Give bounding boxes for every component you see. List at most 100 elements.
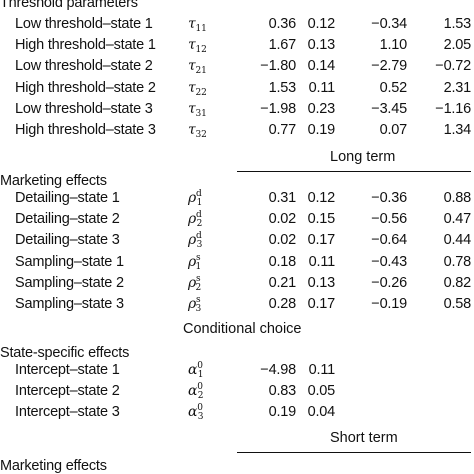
cell-value: −0.56 — [371, 211, 407, 228]
cell-value: 0.02 — [268, 211, 297, 228]
row-label: Low threshold–state 2 — [15, 58, 153, 75]
cell-value: 0.17 — [307, 232, 336, 249]
cell-value: 1.34 — [443, 122, 472, 138]
symbol-subscript: 11 — [195, 24, 207, 34]
symbol-subscript: 2 — [196, 219, 203, 230]
cell-value: 0.36 — [268, 16, 297, 32]
conditional-heading: Conditional choice — [0, 318, 474, 341]
cell-value: 0.13 — [307, 274, 336, 291]
row-label: Sampling–state 1 — [15, 253, 124, 270]
row-symbol: α02 — [188, 380, 204, 403]
table-row: Sampling–state 1 ρs1 0.18 0.11 −0.43 0.78 — [0, 251, 474, 274]
row-label: High threshold–state 3 — [15, 122, 156, 138]
row-label: Low threshold–state 3 — [15, 100, 153, 117]
symbol-subscript: 3 — [196, 240, 203, 251]
table-row: Sampling–state 3 ρs3 0.28 0.17 −0.19 0.58 — [0, 293, 474, 316]
symbol-subscript: 21 — [195, 66, 207, 77]
row-symbol: ρs3 — [188, 293, 201, 316]
symbol-base: τ — [188, 100, 196, 117]
symbol-superscript: d — [196, 231, 202, 242]
section-label: Threshold parameters — [0, 0, 138, 11]
symbol-base: ρ — [188, 190, 197, 206]
cell-value: −1.98 — [260, 100, 296, 117]
section-label: State-specific effects — [0, 345, 130, 361]
table-row: Detailing–state 3 ρd3 0.02 0.17 −0.64 0.44 — [0, 229, 474, 252]
short-term-rule — [237, 452, 471, 453]
row-symbol: ρs2 — [188, 272, 201, 295]
cell-value: 2.05 — [443, 37, 472, 54]
long-term-heading: Long term — [0, 146, 474, 169]
cell-value: 0.11 — [308, 253, 336, 270]
cell-value: 0.18 — [268, 253, 297, 270]
cell-value: −0.36 — [371, 190, 407, 206]
symbol-base: ρ — [188, 211, 197, 228]
symbol-base: α — [188, 362, 198, 378]
symbol-superscript: s — [196, 252, 201, 263]
section-label: Marketing effects — [0, 173, 107, 189]
row-label: Detailing–state 3 — [15, 232, 120, 249]
table-row: High threshold–state 2 τ22 1.53 0.11 0.52 2.3… — [0, 77, 474, 100]
cell-value: −1.16 — [435, 100, 471, 117]
symbol-base: τ — [188, 16, 196, 32]
table-row: Low threshold–state 3 τ31 −1.98 0.23 −3.45 −1… — [0, 98, 474, 121]
table-row: Sampling–state 2 ρs2 0.21 0.13 −0.26 0.82 — [0, 272, 474, 295]
row-symbol: τ12 — [188, 34, 207, 57]
symbol-subscript: 1 — [196, 198, 203, 208]
row-label: Detailing–state 2 — [15, 211, 120, 228]
symbol-subscript: 22 — [195, 87, 207, 98]
symbol-base: ρ — [188, 232, 197, 249]
symbol-subscript: 1 — [197, 370, 204, 380]
symbol-subscript: 31 — [195, 108, 207, 119]
cell-value: 0.58 — [443, 296, 472, 312]
row-symbol: ρd1 — [188, 187, 202, 210]
symbol-base: τ — [188, 122, 196, 138]
symbol-superscript: 0 — [197, 361, 203, 371]
conditional-label: Conditional choice — [183, 321, 302, 337]
row-label: Detailing–state 1 — [15, 190, 120, 206]
symbol-base: ρ — [188, 253, 197, 270]
section-label: Marketing effects — [0, 458, 107, 474]
row-symbol: ρd3 — [188, 229, 202, 252]
cell-value: 0.82 — [443, 274, 472, 291]
row-symbol: τ21 — [188, 55, 207, 78]
row-symbol: τ31 — [188, 98, 207, 121]
short-term-label: Short term — [330, 430, 398, 446]
symbol-base: ρ — [188, 296, 197, 312]
section-title-conditional: State-specific effects — [0, 342, 474, 365]
table-row: Intercept–state 2 α02 0.83 0.05 — [0, 380, 474, 403]
row-symbol: ρd2 — [188, 208, 202, 231]
cell-value: 1.53 — [443, 16, 472, 32]
row-label: Intercept–state 1 — [15, 362, 120, 378]
symbol-subscript: 32 — [195, 130, 207, 140]
cell-value: 0.83 — [268, 383, 297, 400]
symbol-superscript: s — [196, 273, 201, 284]
row-label: Intercept–state 3 — [15, 404, 120, 421]
cell-value: 0.11 — [308, 79, 336, 96]
table-row: Intercept–state 3 α03 0.19 0.04 — [0, 401, 474, 424]
symbol-base: τ — [188, 37, 196, 54]
table-row: High threshold–state 1 τ12 1.67 0.13 1.10 2.0… — [0, 34, 474, 57]
symbol-base: τ — [188, 58, 196, 75]
symbol-base: ρ — [188, 274, 197, 291]
row-symbol: α01 — [188, 359, 204, 382]
section-title-long-term: Marketing effects — [0, 170, 474, 193]
long-term-label: Long term — [330, 149, 396, 165]
row-label: Intercept–state 2 — [15, 383, 120, 400]
cell-value: −0.26 — [371, 274, 407, 291]
cell-value: 0.47 — [443, 211, 472, 228]
cell-value: 0.05 — [307, 383, 336, 400]
row-label: High threshold–state 2 — [15, 79, 156, 96]
cell-value: 0.14 — [307, 58, 336, 75]
symbol-subscript: 3 — [197, 412, 204, 423]
cell-value: 0.78 — [443, 253, 472, 270]
cell-value: 0.44 — [443, 232, 472, 249]
short-term-heading: Short term — [0, 427, 474, 450]
cell-value: 0.52 — [379, 79, 408, 96]
cell-value: −2.79 — [371, 58, 407, 75]
row-symbol: α03 — [188, 401, 204, 424]
cell-value: 0.21 — [268, 274, 297, 291]
row-label: Sampling–state 2 — [15, 274, 124, 291]
cell-value: 0.31 — [268, 190, 297, 206]
row-symbol: τ32 — [188, 119, 207, 142]
symbol-superscript: d — [196, 210, 202, 221]
